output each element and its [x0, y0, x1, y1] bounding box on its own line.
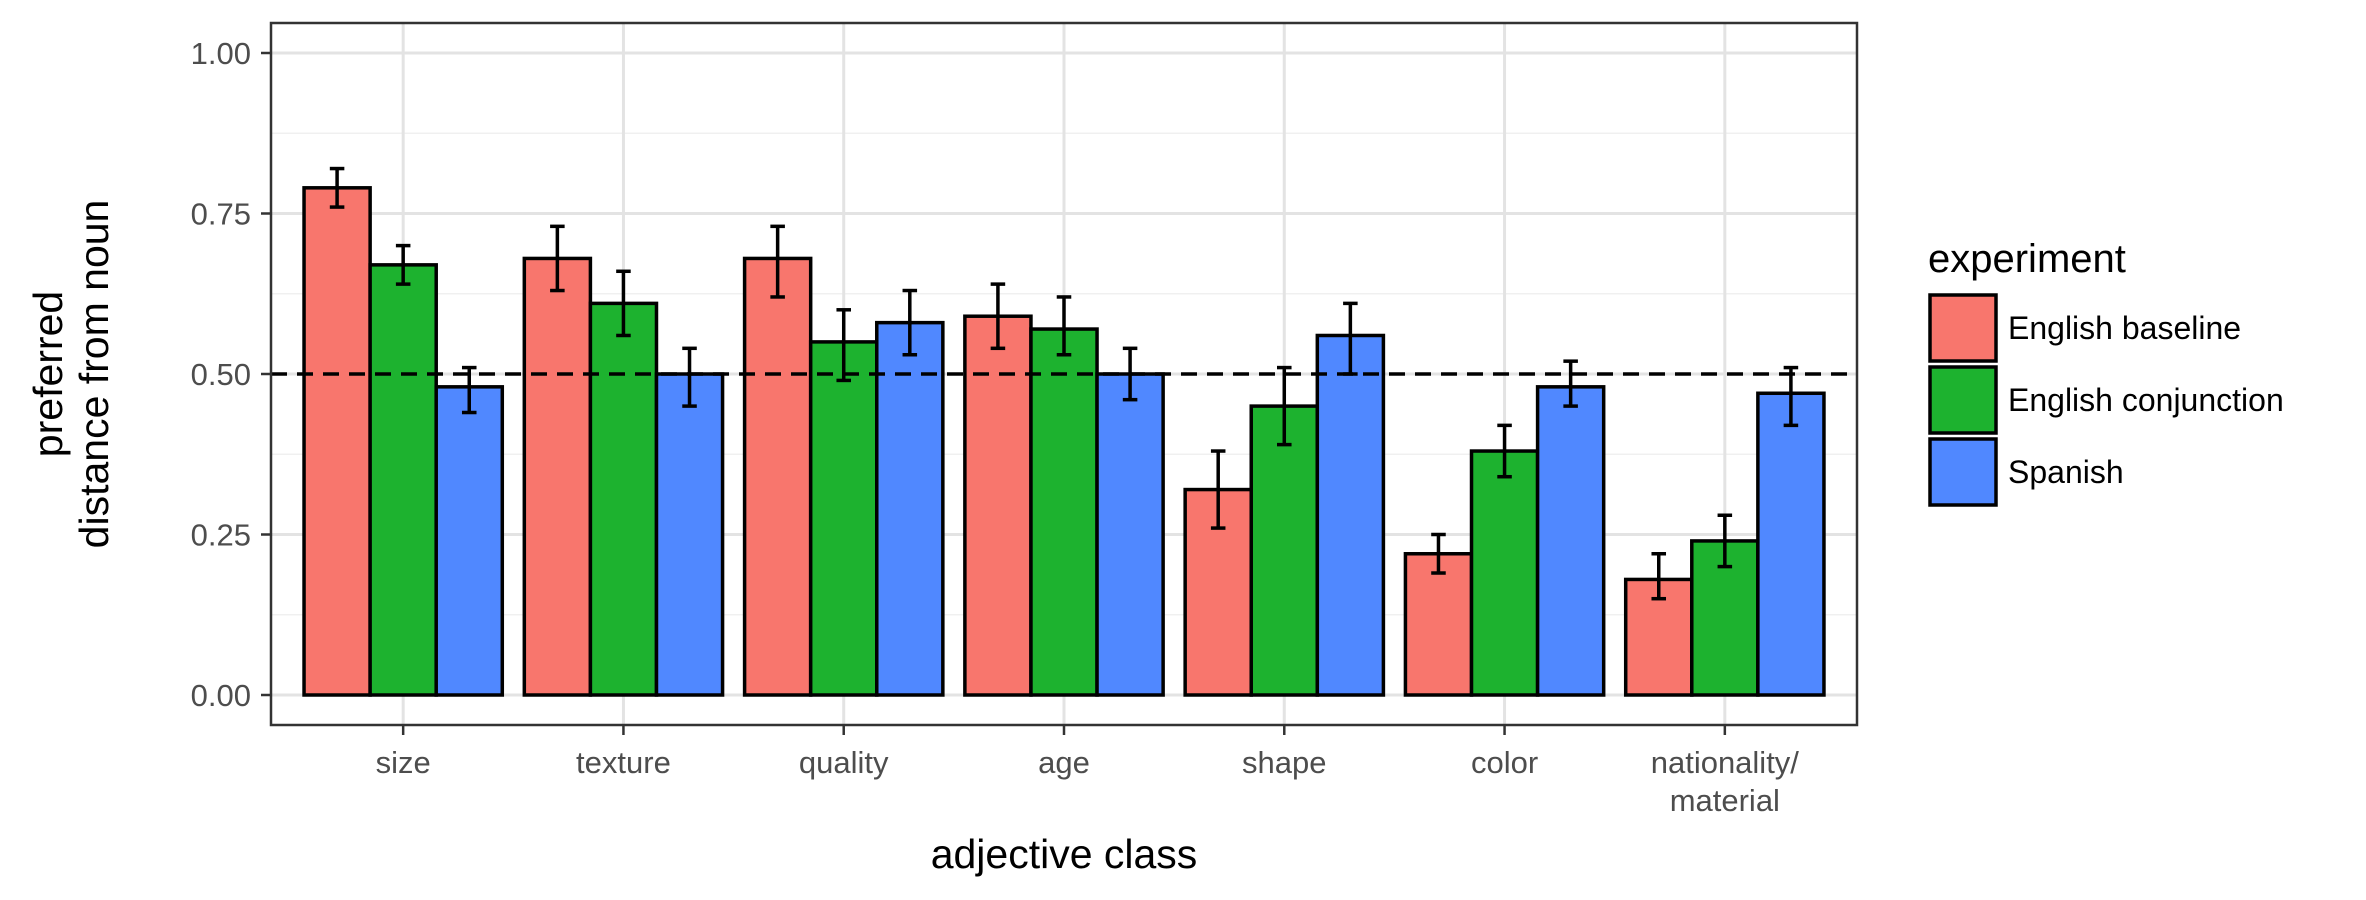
x-tick-label: material: [1670, 783, 1780, 818]
bar: [588, 301, 659, 697]
bar: [875, 320, 945, 697]
y-axis: 0.00 0.25 0.50 0.75 1.00: [191, 36, 271, 713]
bar: [1095, 372, 1165, 697]
bar: [654, 372, 725, 697]
bar: [434, 385, 505, 697]
y-tick-label: 0.75: [191, 197, 251, 232]
x-tick-label: shape: [1242, 745, 1326, 780]
bar: [522, 256, 593, 697]
x-tick-label: quality: [799, 745, 889, 780]
bar: [1535, 385, 1606, 697]
y-tick-label: 0.50: [191, 357, 251, 392]
legend-key: [1928, 437, 1998, 507]
bar: [808, 340, 879, 697]
legend-key: [1928, 365, 1998, 435]
bar: [963, 314, 1033, 697]
y-tick-label: 1.00: [191, 36, 251, 71]
legend-key: [1928, 293, 1998, 363]
bar: [1403, 552, 1474, 697]
bar: [1249, 404, 1320, 697]
x-tick-label: age: [1038, 745, 1090, 780]
legend-title: experiment: [1928, 237, 2126, 281]
legend: experiment English baseline English conjun…: [1928, 237, 2284, 507]
x-tick-label: color: [1471, 745, 1538, 780]
x-tick-label: texture: [576, 745, 671, 780]
y-axis-title: preferreddistance from noun: [25, 200, 117, 549]
y-axis-title-line: preferred: [25, 291, 71, 457]
legend-label: English baseline: [2008, 310, 2241, 346]
y-tick-label: 0.25: [191, 518, 251, 553]
x-axis-title: adjective class: [931, 831, 1198, 877]
bar: [1756, 391, 1826, 697]
legend-label: Spanish: [2008, 454, 2124, 490]
bar: [368, 263, 438, 697]
x-tick-label: nationality/: [1651, 745, 1800, 780]
bar: [302, 186, 372, 697]
x-axis: size texture quality age shape color nationali…: [376, 725, 1800, 818]
legend-label: English conjunction: [2008, 382, 2284, 418]
axis-titles: adjective class preferreddistance from no…: [25, 200, 1197, 877]
y-axis-title-line: distance from noun: [71, 200, 117, 549]
bar: [742, 256, 813, 697]
bar: [1315, 333, 1386, 697]
bar: [1029, 327, 1099, 697]
x-tick-label: size: [376, 745, 431, 780]
bar: [1469, 449, 1540, 697]
y-tick-label: 0.00: [191, 678, 251, 713]
